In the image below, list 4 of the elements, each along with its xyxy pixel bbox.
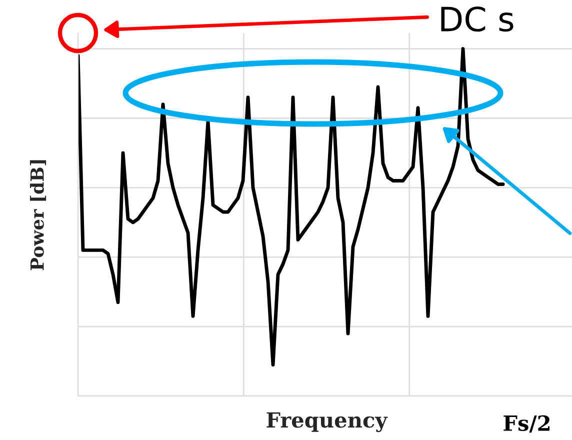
text: DC s xyxy=(441,6,514,32)
text: Fs/2 xyxy=(504,415,550,433)
x-axis-title: Frequency xyxy=(266,412,388,432)
y-axis-title: Power [dB] xyxy=(30,160,46,270)
